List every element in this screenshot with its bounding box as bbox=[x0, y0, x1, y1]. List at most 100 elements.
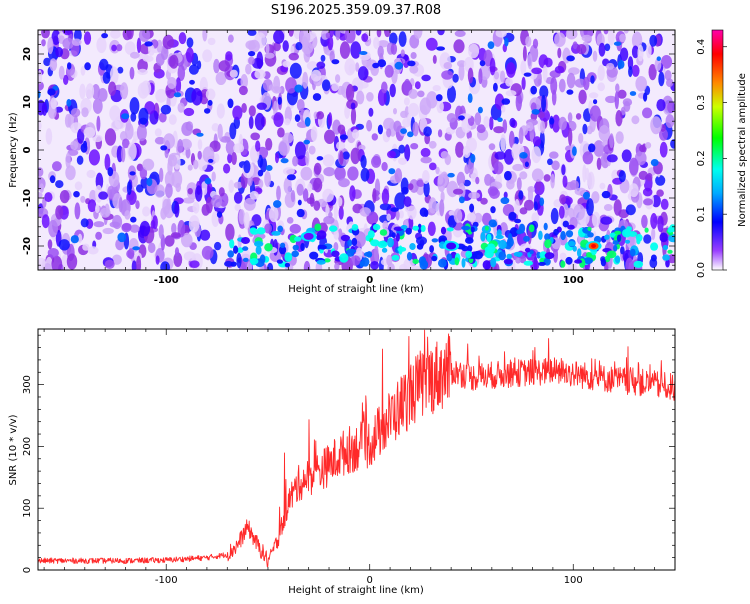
heatmap-cell bbox=[142, 55, 154, 62]
heatmap-cell bbox=[289, 223, 301, 234]
heatmap-cell bbox=[429, 245, 434, 253]
heatmap-cell bbox=[355, 62, 360, 72]
heatmap-cell bbox=[233, 245, 239, 254]
heatmap-cell bbox=[349, 185, 356, 202]
heatmap-cell bbox=[575, 113, 582, 120]
heatmap-cell bbox=[508, 130, 515, 148]
heatmap-cell bbox=[567, 112, 573, 123]
heatmap-cell bbox=[531, 67, 543, 75]
heatmap-cell bbox=[257, 169, 264, 177]
heatmap-cell bbox=[303, 260, 311, 270]
heatmap-cell bbox=[111, 254, 122, 265]
heatmap-cell bbox=[58, 65, 65, 80]
heatmap-cell bbox=[286, 217, 294, 224]
heatmap-cell bbox=[347, 166, 359, 181]
heatmap-cell bbox=[435, 166, 440, 175]
heatmap-cell bbox=[294, 141, 306, 160]
heatmap-cell bbox=[296, 99, 305, 112]
heatmap-cell bbox=[175, 77, 182, 94]
heatmap-cell bbox=[381, 188, 390, 205]
heatmap-cell bbox=[216, 103, 225, 119]
heatmap-cell bbox=[200, 181, 208, 196]
heatmap-cell bbox=[515, 93, 522, 112]
heatmap-cell bbox=[560, 230, 566, 241]
heatmap-cell bbox=[233, 181, 243, 189]
heatmap-cell bbox=[562, 220, 569, 228]
heatmap-cell bbox=[158, 224, 164, 240]
heatmap-cell bbox=[273, 42, 281, 52]
heatmap-cell bbox=[519, 207, 528, 215]
heatmap-cell bbox=[277, 127, 285, 138]
heatmap-cell bbox=[494, 151, 506, 160]
heatmap-cell bbox=[164, 148, 169, 159]
heatmap-cell bbox=[290, 45, 295, 54]
heatmap-cells bbox=[38, 30, 675, 270]
heatmap-cell bbox=[213, 58, 220, 74]
heatmap-cell bbox=[583, 76, 590, 91]
heatmap-cell bbox=[85, 83, 95, 99]
heatmap-cell bbox=[140, 176, 149, 189]
heatmap-cell bbox=[337, 196, 343, 207]
heatmap-cell bbox=[533, 201, 538, 211]
heatmap-cell bbox=[335, 74, 341, 83]
heatmap-cell bbox=[129, 171, 136, 176]
heatmap-cell bbox=[65, 152, 71, 169]
heatmap-cell bbox=[414, 81, 421, 90]
heatmap-cell bbox=[357, 81, 369, 89]
heatmap-cell bbox=[636, 237, 641, 245]
heatmap-cell bbox=[322, 188, 334, 203]
x-tick-label: 100 bbox=[563, 275, 584, 286]
heatmap-cell bbox=[160, 145, 168, 151]
heatmap-cell bbox=[137, 68, 148, 75]
heatmap-cell bbox=[629, 91, 637, 96]
heatmap-cell bbox=[65, 165, 76, 181]
heatmap-cell bbox=[541, 94, 547, 112]
heatmap-cell bbox=[92, 98, 103, 114]
heatmap-cell bbox=[487, 41, 495, 49]
heatmap-cell bbox=[480, 197, 488, 205]
heatmap-cell bbox=[458, 63, 465, 81]
heatmap-cell bbox=[531, 168, 544, 182]
heatmap-cell bbox=[314, 223, 322, 232]
heatmap-cell bbox=[121, 223, 132, 233]
heatmap-cell bbox=[458, 115, 465, 120]
heatmap-cell bbox=[359, 51, 368, 55]
heatmap-cell bbox=[592, 50, 598, 62]
heatmap-cell bbox=[80, 218, 89, 228]
heatmap-cell bbox=[171, 223, 177, 235]
heatmap-cell bbox=[547, 158, 553, 166]
heatmap-cell bbox=[643, 92, 648, 102]
heatmap-cell bbox=[561, 164, 566, 176]
x-tick-label: 100 bbox=[564, 575, 583, 586]
heatmap-cell bbox=[660, 198, 669, 210]
heatmap-cell bbox=[256, 227, 266, 235]
heatmap-cell bbox=[219, 136, 231, 143]
heatmap-cell bbox=[296, 183, 304, 196]
heatmap-cell bbox=[373, 36, 380, 50]
heatmap-cell bbox=[356, 90, 365, 105]
heatmap-cell bbox=[79, 83, 86, 100]
heatmap-cell bbox=[296, 208, 305, 218]
heatmap-cell bbox=[70, 140, 79, 150]
heatmap-cell bbox=[211, 171, 216, 182]
heatmap-cell bbox=[620, 246, 625, 255]
heatmap-cell bbox=[665, 114, 675, 129]
heatmap-cell bbox=[407, 113, 412, 125]
heatmap-cell bbox=[659, 128, 668, 141]
colorbar-tick-label: 0.0 bbox=[696, 262, 707, 278]
heatmap-cell bbox=[109, 66, 119, 85]
heatmap-cell bbox=[585, 167, 590, 181]
heatmap-cell bbox=[403, 78, 412, 95]
heatmap-cell bbox=[67, 62, 72, 70]
heatmap-cell bbox=[549, 151, 559, 159]
heatmap-cell bbox=[614, 91, 619, 110]
y-tick-label: -10 bbox=[22, 189, 33, 207]
heatmap-cell bbox=[407, 60, 416, 67]
heatmap-cell bbox=[126, 30, 134, 40]
heatmap-cell bbox=[388, 168, 396, 175]
heatmap-cell bbox=[420, 156, 432, 164]
heatmap-cell bbox=[271, 231, 281, 236]
heatmap-cell bbox=[116, 44, 123, 52]
